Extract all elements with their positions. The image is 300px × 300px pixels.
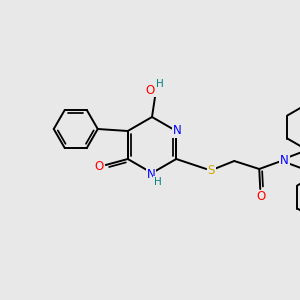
Text: N: N xyxy=(280,154,289,166)
Text: O: O xyxy=(94,160,104,172)
Text: N: N xyxy=(147,167,155,181)
Text: H: H xyxy=(156,79,164,89)
Text: H: H xyxy=(154,177,162,187)
Text: O: O xyxy=(256,190,266,203)
Text: S: S xyxy=(208,164,215,178)
Text: O: O xyxy=(146,83,154,97)
Text: N: N xyxy=(173,124,182,137)
